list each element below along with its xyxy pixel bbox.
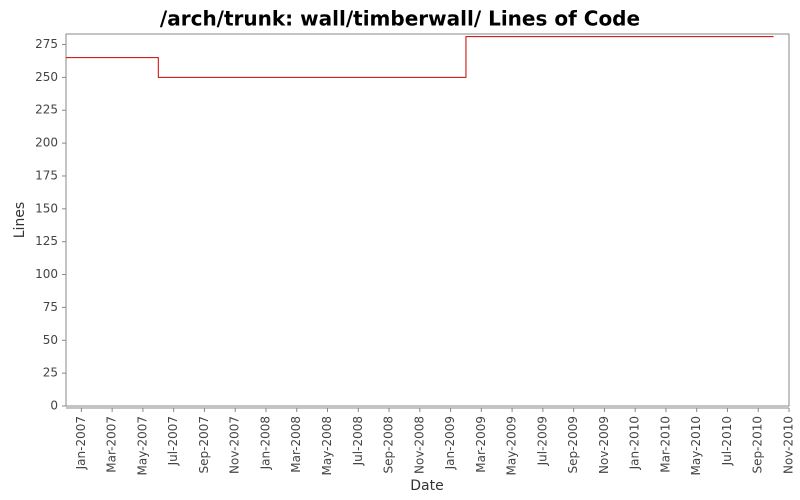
y-tick-label: 275 <box>35 37 58 51</box>
x-tick-label: Jul-2010 <box>720 416 734 466</box>
x-tick-label: Mar-2007 <box>105 416 119 473</box>
x-tick-label: May-2009 <box>505 416 519 475</box>
x-tick-label: Sep-2010 <box>751 416 765 474</box>
x-tick-label: Nov-2007 <box>228 416 242 474</box>
y-tick-label: 75 <box>43 300 58 314</box>
y-tick-label: 125 <box>35 234 58 248</box>
x-tick-label: Jan-2007 <box>74 416 88 470</box>
y-tick-label: 250 <box>35 70 58 84</box>
y-tick-label: 175 <box>35 168 58 182</box>
data-line <box>66 36 774 78</box>
x-tick-label: Mar-2010 <box>658 416 672 473</box>
y-tick-label: 50 <box>43 333 58 347</box>
y-tick-label: 0 <box>50 399 58 413</box>
x-tick-label: Jan-2008 <box>258 416 272 470</box>
x-tick-label: Mar-2008 <box>289 416 303 473</box>
x-tick-label: Sep-2008 <box>382 416 396 474</box>
y-axis-label: Lines <box>12 202 28 238</box>
x-tick-label: Jul-2007 <box>166 416 180 466</box>
x-tick-label: Nov-2008 <box>412 416 426 474</box>
x-tick-label: Jan-2010 <box>628 416 642 470</box>
x-tick-label: Jul-2008 <box>351 416 365 466</box>
x-tick-label: Jul-2009 <box>535 416 549 466</box>
x-axis-label: Date <box>410 478 443 494</box>
x-tick-label: Sep-2007 <box>197 416 211 474</box>
x-tick-label: Nov-2010 <box>782 416 796 474</box>
y-tick-label: 200 <box>35 136 58 150</box>
x-tick-label: Sep-2009 <box>566 416 580 474</box>
plot-area <box>65 33 790 407</box>
y-tick-label: 100 <box>35 267 58 281</box>
y-tick-label: 225 <box>35 103 58 117</box>
x-tick-label: Mar-2009 <box>474 416 488 473</box>
y-tick-label: 150 <box>35 201 58 215</box>
x-tick-label: Nov-2009 <box>597 416 611 474</box>
y-tick-label: 25 <box>43 366 58 380</box>
x-tick-label: May-2010 <box>689 416 703 475</box>
x-tick-label: Jan-2009 <box>443 416 457 470</box>
x-tick-label: May-2007 <box>135 416 149 475</box>
chart-title: /arch/trunk: wall/timberwall/ Lines of C… <box>160 7 640 31</box>
x-tick-label: May-2008 <box>320 416 334 475</box>
